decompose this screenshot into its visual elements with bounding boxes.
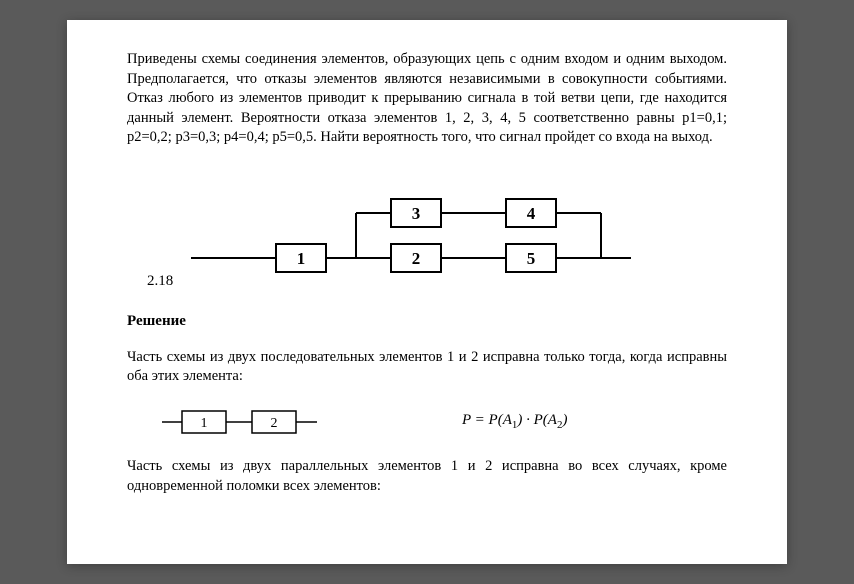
solution-paragraph-2: Часть схемы из двух параллельных элемент… (127, 457, 727, 496)
circuit-diagram: 1 3 4 2 5 (181, 168, 641, 288)
f-r1: P(A (489, 412, 512, 428)
problem-text: Приведены схемы соединения элементов, об… (127, 50, 727, 148)
svg-text:1: 1 (297, 249, 306, 268)
series-diagram: 12 (157, 407, 322, 437)
f-eq: = (471, 412, 489, 428)
main-figure: 2.18 1 3 4 2 5 (147, 168, 727, 288)
f-lhs: P (462, 412, 471, 428)
svg-text:1: 1 (201, 416, 208, 431)
solution-heading: Решение (127, 313, 727, 330)
f-r3: ) (562, 412, 567, 428)
document-page: Приведены схемы соединения элементов, об… (67, 20, 787, 564)
svg-text:4: 4 (527, 204, 536, 223)
solution-paragraph-1: Часть схемы из двух последовательных эле… (127, 348, 727, 387)
f-r2: ) · P(A (517, 412, 557, 428)
svg-text:3: 3 (412, 204, 421, 223)
svg-text:5: 5 (527, 249, 536, 268)
svg-text:2: 2 (412, 249, 421, 268)
figure-number: 2.18 (147, 273, 173, 290)
series-row: 12 P = P(A1) · P(A2) (127, 407, 727, 437)
series-formula: P = P(A1) · P(A2) (462, 412, 567, 431)
svg-text:2: 2 (271, 416, 278, 431)
